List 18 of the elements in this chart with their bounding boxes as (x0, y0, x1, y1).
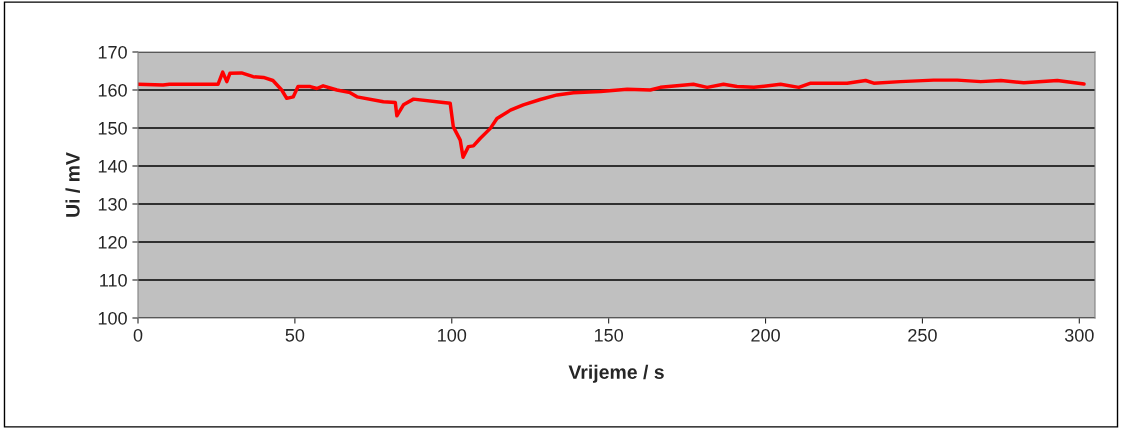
y-axis-title: Ui / mV (65, 152, 80, 217)
y-tick-label: 150 (98, 121, 127, 135)
x-tick-label: 100 (438, 328, 467, 342)
x-tick-label: 150 (594, 328, 624, 342)
x-tick-label: 50 (285, 328, 305, 342)
y-tick-label: 140 (98, 159, 127, 173)
y-tick-label: 120 (98, 235, 127, 249)
y-tick-label: 100 (98, 311, 127, 325)
x-tick-label: 250 (908, 328, 937, 342)
line-series (138, 70, 1086, 159)
y-tick-label: 130 (98, 197, 127, 211)
y-tick-label: 170 (98, 45, 127, 59)
x-tick-label: 300 (1064, 328, 1094, 342)
y-tick-label: 110 (100, 273, 127, 287)
x-tick-label: 200 (751, 328, 780, 342)
y-tick-label: 160 (98, 83, 127, 97)
x-axis-title: Vrijeme / s (568, 364, 664, 383)
x-tick-label: 0 (133, 328, 143, 342)
